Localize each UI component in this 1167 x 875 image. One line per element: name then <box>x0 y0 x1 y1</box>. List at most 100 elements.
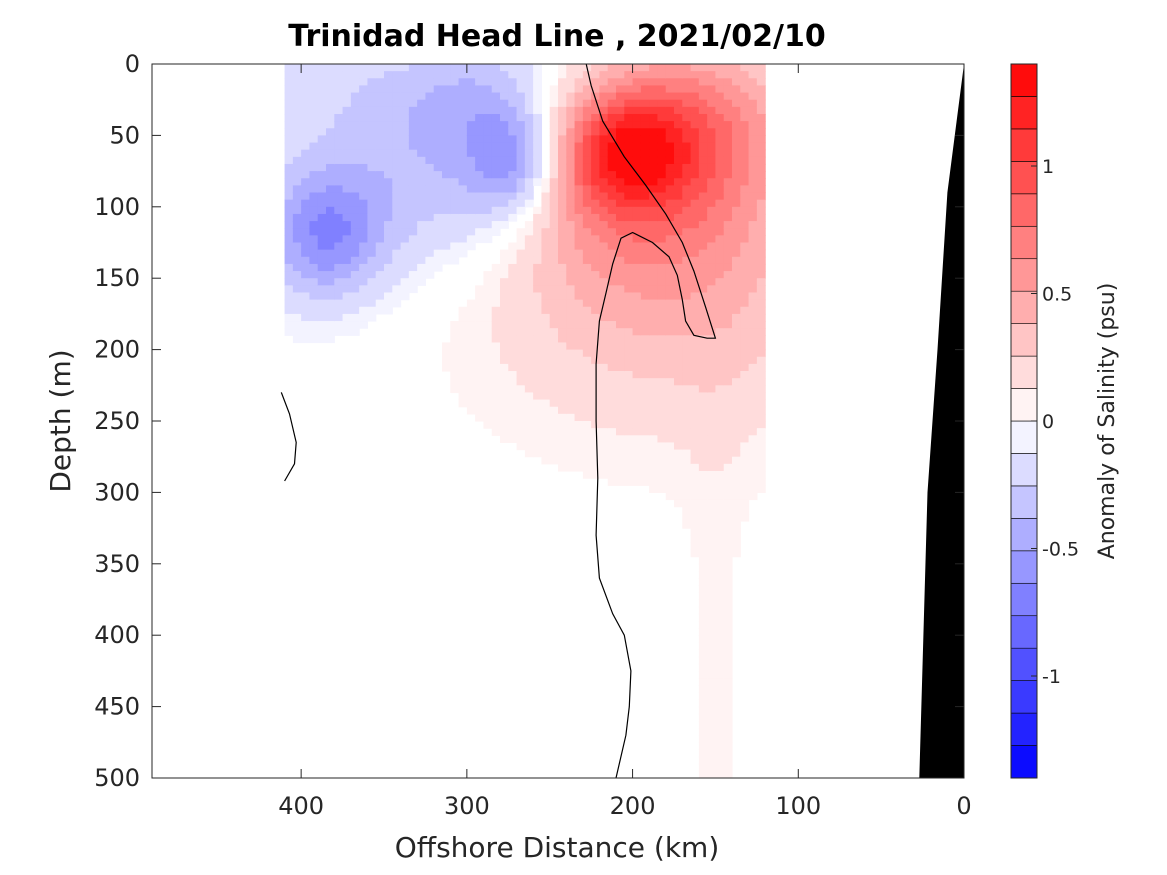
field-cell <box>574 99 584 108</box>
field-cell <box>491 421 501 429</box>
field-cell <box>574 206 584 215</box>
field-cell <box>591 142 601 151</box>
field-cell <box>450 142 460 151</box>
field-cell <box>607 85 617 94</box>
field-cell <box>301 278 311 286</box>
field-cell <box>707 235 717 244</box>
field-cell <box>748 142 758 151</box>
field-cell <box>549 435 559 444</box>
field-cell <box>723 599 733 608</box>
field-cell <box>500 156 509 165</box>
field-cell <box>682 371 692 379</box>
field-cell <box>665 128 675 136</box>
field-cell <box>558 78 567 87</box>
field-cell <box>748 64 758 72</box>
field-cell <box>690 206 700 215</box>
field-cell <box>732 156 741 165</box>
field-cell <box>342 328 352 336</box>
field-cell <box>632 163 642 172</box>
field-cell <box>450 185 460 194</box>
field-cell <box>483 399 493 408</box>
field-cell <box>599 185 609 194</box>
field-cell <box>425 242 435 251</box>
field-cell <box>748 492 758 501</box>
field-cell <box>690 149 700 158</box>
field-cell <box>566 92 576 101</box>
field-cell <box>326 149 335 158</box>
field-cell <box>740 206 750 215</box>
field-cell <box>292 256 302 265</box>
field-cell <box>334 178 344 186</box>
field-cell <box>582 71 592 79</box>
field-cell <box>740 449 750 458</box>
field-cell <box>425 78 435 87</box>
field-cell <box>748 335 758 344</box>
field-cell <box>756 235 766 244</box>
field-cell <box>566 421 576 429</box>
field-cell <box>417 135 427 144</box>
field-cell <box>732 99 741 108</box>
field-cell <box>367 99 377 108</box>
field-cell <box>400 178 410 186</box>
field-cell <box>417 142 427 151</box>
field-cell <box>756 306 766 315</box>
field-cell <box>475 356 485 365</box>
field-cell <box>334 163 344 172</box>
field-cell <box>723 371 733 379</box>
field-cell <box>400 85 410 94</box>
field-cell <box>524 99 534 108</box>
field-cell <box>326 171 335 179</box>
field-cell <box>524 385 534 394</box>
field-cell <box>549 242 559 251</box>
field-cell <box>342 249 352 258</box>
field-cell <box>690 435 700 444</box>
field-cell <box>616 392 625 401</box>
field-cell <box>524 428 534 436</box>
y-tick-label: 100 <box>94 193 140 221</box>
field-cell <box>466 306 476 315</box>
field-cell <box>549 449 559 458</box>
field-cell <box>756 363 766 372</box>
field-cell <box>549 271 559 279</box>
field-cell <box>624 292 634 301</box>
field-cell <box>715 635 725 643</box>
field-cell <box>698 756 708 765</box>
field-cell <box>649 128 659 136</box>
field-cell <box>748 249 758 258</box>
field-cell <box>599 371 609 379</box>
field-cell <box>367 306 377 315</box>
field-cell <box>326 263 335 272</box>
field-cell <box>375 256 385 265</box>
field-cell <box>674 71 683 79</box>
field-cell <box>591 206 601 215</box>
field-cell <box>682 313 692 322</box>
field-cell <box>500 92 509 101</box>
field-cell <box>698 299 708 308</box>
field-cell <box>284 92 294 101</box>
field-cell <box>698 720 708 729</box>
field-cell <box>292 335 302 344</box>
field-cell <box>574 392 584 401</box>
field-cell <box>566 442 576 451</box>
field-cell <box>756 113 766 122</box>
field-cell <box>342 228 352 236</box>
field-cell <box>690 399 700 408</box>
field-cell <box>591 328 601 336</box>
field-cell <box>491 92 501 101</box>
field-cell <box>317 278 327 286</box>
field-cell <box>591 249 601 258</box>
field-cell <box>309 113 319 122</box>
field-cell <box>500 263 509 272</box>
field-cell <box>599 313 609 322</box>
field-cell <box>707 720 717 729</box>
field-cell <box>301 256 311 265</box>
field-cell <box>698 199 708 208</box>
field-cell <box>723 763 733 772</box>
field-cell <box>466 78 476 87</box>
colorbar: -1-0.500.51 <box>1010 63 1079 779</box>
field-cell <box>433 64 443 72</box>
field-cell <box>367 113 377 122</box>
field-cell <box>640 285 650 294</box>
field-cell <box>375 185 385 194</box>
field-cell <box>450 349 460 358</box>
